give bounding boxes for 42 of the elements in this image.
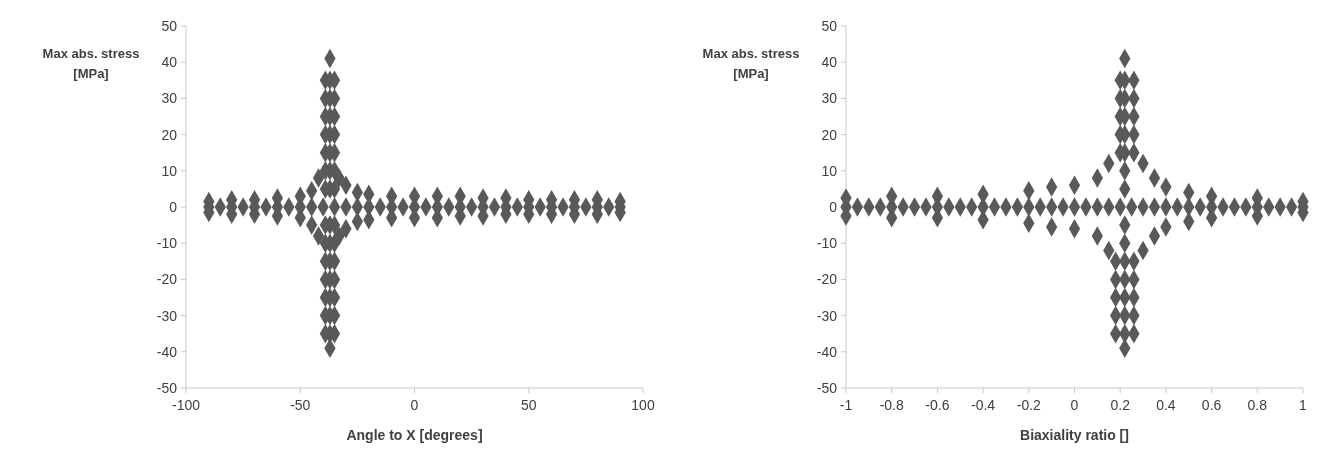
y-tick-label: 50 [821,17,838,34]
x-tick-label: 0.6 [1201,397,1222,413]
y-tick-label: 10 [161,162,178,179]
x-axis-title: Angle to X [degrees] [346,427,483,443]
y-tick-label: -50 [156,379,178,396]
y-tick-label: 40 [821,54,838,71]
x-tick-label: 0 [410,397,419,413]
y-tick-label: -40 [816,343,838,360]
y-tick-label: 10 [821,162,838,179]
y-tick-label: -20 [816,271,838,288]
y-tick-label: 0 [169,198,178,215]
x-tick-label: -0.6 [925,397,950,413]
y-tick-label: 30 [161,90,178,107]
x-tick-label: -100 [171,397,201,413]
x-tick-label: 50 [520,397,537,413]
x-tick-label: 0.2 [1110,397,1131,413]
x-axis-title: Biaxiality ratio [] [1020,427,1129,443]
x-tick-label: -50 [290,397,311,413]
y-axis-title: Max abs. stress [MPa] [42,46,140,81]
x-tick-label: -0.2 [1016,397,1042,413]
y-tick-label: 20 [821,126,838,143]
x-tick-label: -0.8 [879,397,904,413]
y-tick-label: 0 [829,198,838,215]
x-tick-label: -1 [839,397,853,413]
y-tick-label: -30 [156,307,178,324]
y-axis-title: Max abs. stress [MPa] [702,46,800,81]
x-tick-label: 0.8 [1247,397,1268,413]
y-tick-label: -10 [156,235,178,252]
y-tick-label: -10 [816,235,838,252]
y-tick-label: 50 [161,17,178,34]
x-tick-label: 100 [631,397,655,413]
y-tick-label: -20 [156,271,178,288]
x-tick-label: 0.4 [1156,397,1176,413]
x-tick-label: 0 [1070,397,1079,413]
y-tick-label: 20 [161,126,178,143]
y-tick-label: -30 [816,307,838,324]
y-tick-label: -40 [156,343,178,360]
y-tick-label: -50 [816,379,838,396]
x-tick-label: 1 [1299,397,1308,413]
y-tick-label: 30 [821,90,838,107]
y-tick-label: 40 [161,54,178,71]
x-tick-label: -0.4 [971,397,996,413]
